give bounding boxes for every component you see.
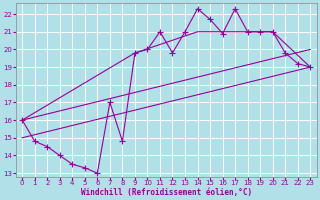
X-axis label: Windchill (Refroidissement éolien,°C): Windchill (Refroidissement éolien,°C) (81, 188, 252, 197)
